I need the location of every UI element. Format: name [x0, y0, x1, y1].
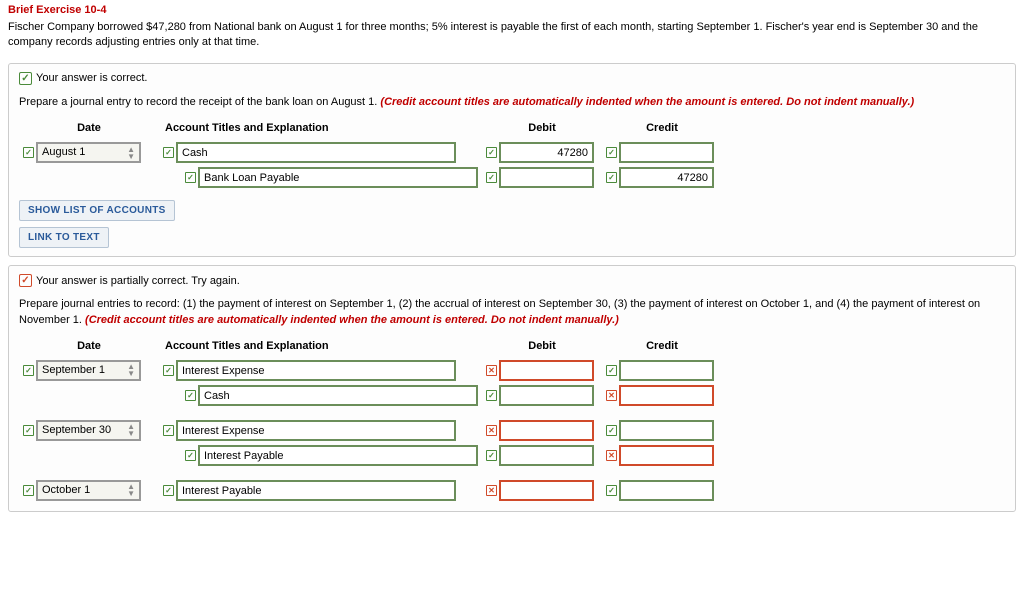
stepper-icon[interactable]: ▲▼ [127, 363, 135, 377]
journal-entry-table-2: Date Account Titles and Explanation Debi… [19, 338, 722, 503]
instruction-red: (Credit account titles are automatically… [380, 96, 914, 108]
stepper-icon[interactable]: ▲▼ [127, 483, 135, 497]
table-row: Cash [19, 383, 722, 408]
col-account: Account Titles and Explanation [159, 338, 482, 358]
col-account: Account Titles and Explanation [159, 120, 482, 140]
col-date: Date [19, 120, 159, 140]
account-input[interactable]: Interest Payable [176, 480, 456, 501]
correct-mark-icon [163, 485, 174, 496]
feedback-text: Your answer is partially correct. Try ag… [36, 275, 240, 287]
credit-input[interactable] [619, 480, 714, 501]
correct-mark-icon [486, 450, 497, 461]
debit-input[interactable] [499, 480, 594, 501]
debit-input[interactable]: 47280 [499, 142, 594, 163]
table-row: October 1 ▲▼ Interest Payable [19, 478, 722, 503]
table-row: Interest Payable [19, 443, 722, 468]
link-to-text-button[interactable]: LINK TO TEXT [19, 227, 109, 248]
section-1: ✓ Your answer is correct. Prepare a jour… [8, 63, 1016, 257]
instruction-1: Prepare a journal entry to record the re… [19, 95, 1005, 110]
correct-mark-icon [606, 147, 617, 158]
correct-mark-icon [606, 365, 617, 376]
credit-input[interactable]: 47280 [619, 167, 714, 188]
date-value: September 1 [42, 363, 105, 378]
correct-mark-icon [23, 147, 34, 158]
feedback-correct: ✓ Your answer is correct. [19, 72, 1005, 85]
correct-mark-icon [23, 425, 34, 436]
table-row: September 1 ▲▼ Interest Expense [19, 358, 722, 383]
show-accounts-button[interactable]: SHOW LIST OF ACCOUNTS [19, 200, 175, 221]
col-credit: Credit [602, 338, 722, 358]
credit-input[interactable] [619, 385, 714, 406]
account-input[interactable]: Bank Loan Payable [198, 167, 478, 188]
correct-mark-icon [185, 172, 196, 183]
account-input[interactable]: Cash [176, 142, 456, 163]
instruction-2: Prepare journal entries to record: (1) t… [19, 297, 1005, 328]
correct-mark-icon [163, 147, 174, 158]
stepper-icon[interactable]: ▲▼ [127, 423, 135, 437]
correct-mark-icon [185, 450, 196, 461]
correct-mark-icon [185, 390, 196, 401]
account-input[interactable]: Interest Payable [198, 445, 478, 466]
correct-mark-icon [163, 425, 174, 436]
account-input[interactable]: Interest Expense [176, 360, 456, 381]
feedback-partial: ✓ Your answer is partially correct. Try … [19, 274, 1005, 287]
table-row: August 1 ▲▼ Cash 47280 [19, 140, 722, 165]
section-2: ✓ Your answer is partially correct. Try … [8, 265, 1016, 512]
wrong-mark-icon [606, 390, 617, 401]
credit-input[interactable] [619, 420, 714, 441]
credit-input[interactable] [619, 142, 714, 163]
correct-mark-icon [163, 365, 174, 376]
wrong-mark-icon [486, 425, 497, 436]
journal-entry-table-1: Date Account Titles and Explanation Debi… [19, 120, 722, 190]
col-date: Date [19, 338, 159, 358]
date-value: October 1 [42, 483, 90, 498]
date-select[interactable]: October 1 ▲▼ [36, 480, 141, 501]
date-select[interactable]: August 1 ▲▼ [36, 142, 141, 163]
debit-input[interactable] [499, 167, 594, 188]
table-row: September 30 ▲▼ Interest Expense [19, 418, 722, 443]
debit-input[interactable] [499, 385, 594, 406]
correct-mark-icon [606, 485, 617, 496]
date-value: August 1 [42, 145, 85, 160]
feedback-text: Your answer is correct. [36, 72, 147, 84]
account-input[interactable]: Cash [198, 385, 478, 406]
correct-mark-icon [486, 172, 497, 183]
wrong-mark-icon [486, 365, 497, 376]
correct-mark-icon [23, 365, 34, 376]
account-input[interactable]: Interest Expense [176, 420, 456, 441]
table-row: Bank Loan Payable 47280 [19, 165, 722, 190]
credit-input[interactable] [619, 445, 714, 466]
instruction-plain: Prepare a journal entry to record the re… [19, 96, 380, 108]
check-icon: ✓ [19, 72, 32, 85]
partial-icon: ✓ [19, 274, 32, 287]
correct-mark-icon [486, 390, 497, 401]
date-select[interactable]: September 30 ▲▼ [36, 420, 141, 441]
date-select[interactable]: September 1 ▲▼ [36, 360, 141, 381]
debit-input[interactable] [499, 445, 594, 466]
correct-mark-icon [606, 172, 617, 183]
correct-mark-icon [486, 147, 497, 158]
date-value: September 30 [42, 423, 111, 438]
col-debit: Debit [482, 120, 602, 140]
stepper-icon[interactable]: ▲▼ [127, 146, 135, 160]
debit-input[interactable] [499, 420, 594, 441]
wrong-mark-icon [486, 485, 497, 496]
correct-mark-icon [606, 425, 617, 436]
credit-input[interactable] [619, 360, 714, 381]
exercise-title: Brief Exercise 10-4 [8, 4, 1016, 16]
wrong-mark-icon [606, 450, 617, 461]
exercise-description: Fischer Company borrowed $47,280 from Na… [8, 20, 1016, 51]
debit-input[interactable] [499, 360, 594, 381]
correct-mark-icon [23, 485, 34, 496]
instruction-red: (Credit account titles are automatically… [85, 314, 619, 326]
col-debit: Debit [482, 338, 602, 358]
col-credit: Credit [602, 120, 722, 140]
